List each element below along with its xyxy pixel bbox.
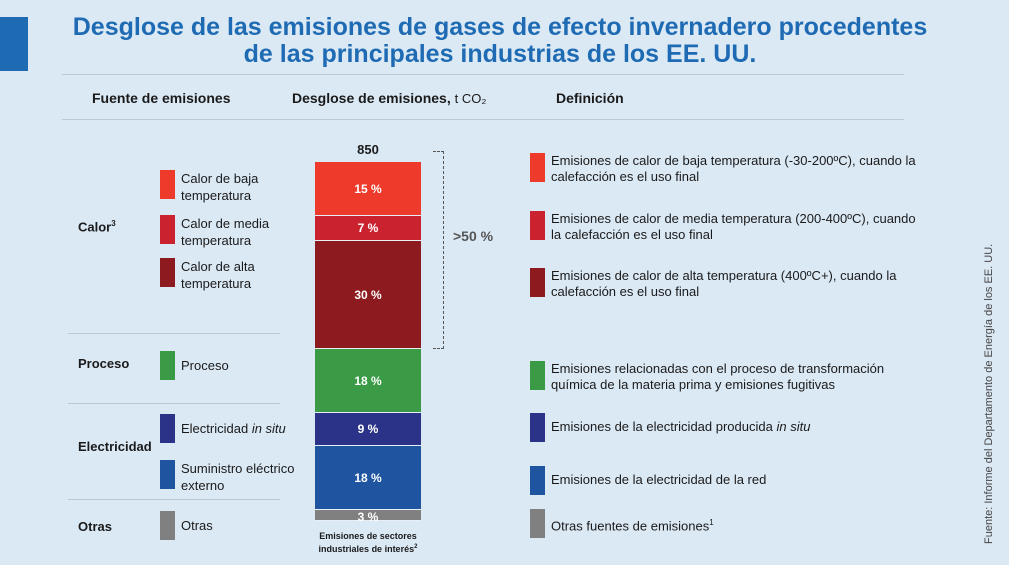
bar-segment-label: 15 % bbox=[354, 181, 382, 196]
legend-label: Calor de media temperatura bbox=[181, 216, 270, 248]
bar-segment: 3 % bbox=[315, 510, 421, 525]
bracket-annotation: >50 % bbox=[453, 228, 494, 244]
dashed-bracket bbox=[433, 151, 444, 349]
header-top-rule bbox=[62, 74, 904, 75]
bar-segment: 18 % bbox=[315, 445, 421, 511]
header-definition: Definición bbox=[556, 90, 624, 106]
bar-segment: 18 % bbox=[315, 348, 421, 414]
bar-total: 850 bbox=[357, 142, 379, 157]
accent-bar bbox=[0, 17, 28, 71]
bar-caption-text: Emisiones de sectores industriales de in… bbox=[318, 531, 417, 554]
definition-text-main: Otras fuentes de emisiones bbox=[551, 518, 710, 534]
category-electricity: Electricidad bbox=[78, 439, 152, 454]
definition-swatch bbox=[530, 361, 545, 390]
definition-text: Emisiones de calor de alta temperatura (… bbox=[551, 268, 897, 299]
legend-label-text: Electricidad bbox=[181, 421, 252, 436]
header-bottom-rule bbox=[62, 119, 904, 120]
bar-segment-label: 9 % bbox=[357, 422, 379, 437]
definition-swatch bbox=[530, 509, 545, 538]
definition-text: Emisiones de calor de baja temperatura (… bbox=[551, 153, 916, 184]
category-heat-note: 3 bbox=[111, 219, 116, 228]
bar-segment-label: 30 % bbox=[354, 287, 382, 302]
legend-swatch bbox=[160, 351, 175, 380]
header-source: Fuente de emisiones bbox=[92, 90, 231, 106]
header-breakdown: Desglose de emisiones, t CO₂ bbox=[292, 90, 486, 106]
title-line-2: de las principales industrias de los EE.… bbox=[243, 40, 757, 68]
category-divider bbox=[68, 403, 280, 404]
legend-swatch bbox=[160, 414, 175, 443]
definition-swatch bbox=[530, 211, 545, 240]
bar-segment: 15 % bbox=[315, 162, 421, 216]
definition-text: Emisiones de la electricidad producida i… bbox=[551, 419, 921, 435]
bar-segment-label: 18 % bbox=[354, 373, 382, 388]
source-note: Fuente: Informe del Departamento de Ener… bbox=[983, 243, 995, 544]
legend-label: Suministro eléctrico externo bbox=[181, 461, 295, 493]
definition-text: Otras fuentes de emisiones1 bbox=[551, 515, 921, 534]
legend-label: Electricidad in situ bbox=[181, 420, 311, 437]
header-breakdown-text: Desglose de emisiones, bbox=[292, 90, 451, 106]
legend-swatch bbox=[160, 460, 175, 489]
definition-text-emphasis: in situ bbox=[776, 419, 811, 434]
category-divider bbox=[68, 333, 280, 334]
title-line-1: Desglose de las emisiones de gases de ef… bbox=[72, 13, 928, 41]
definition-swatch bbox=[530, 268, 545, 297]
legend-swatch bbox=[160, 511, 175, 540]
bar-segment: 7 % bbox=[315, 215, 421, 241]
legend-swatch bbox=[160, 215, 175, 244]
legend-label-emphasis: in situ bbox=[251, 421, 286, 436]
header-breakdown-unit: t CO₂ bbox=[454, 91, 487, 106]
category-heat-label: Calor bbox=[78, 219, 112, 235]
legend-label: Calor de alta temperatura bbox=[181, 259, 255, 291]
definition-swatch bbox=[530, 153, 545, 182]
bar-segment-label: 3 % bbox=[357, 510, 379, 525]
definition-text-main: Emisiones de la electricidad producida bbox=[551, 419, 777, 434]
category-other: Otras bbox=[78, 519, 112, 534]
definition-text: Emisiones relacionadas con el proceso de… bbox=[551, 361, 885, 392]
bar-segment: 30 % bbox=[315, 240, 421, 349]
bar-segment-label: 7 % bbox=[357, 221, 379, 236]
chart-title: Desglose de las emisiones de gases de ef… bbox=[60, 14, 940, 68]
category-process: Proceso bbox=[78, 356, 130, 371]
bar-caption-note: 2 bbox=[414, 544, 418, 550]
definition-swatch bbox=[530, 466, 545, 495]
definition-swatch bbox=[530, 413, 545, 442]
bar-segment-label: 18 % bbox=[354, 470, 382, 485]
legend-swatch bbox=[160, 170, 175, 199]
definition-text: Emisiones de calor de media temperatura … bbox=[551, 211, 916, 242]
bar-caption: Emisiones de sectores industriales de in… bbox=[300, 531, 436, 555]
legend-label: Otras bbox=[181, 518, 213, 533]
definition-note: 1 bbox=[709, 518, 714, 527]
legend-swatch bbox=[160, 258, 175, 287]
category-divider bbox=[68, 499, 280, 500]
legend-label: Proceso bbox=[181, 358, 229, 373]
category-heat: Calor3 bbox=[78, 219, 116, 234]
bar-segment: 9 % bbox=[315, 413, 421, 446]
legend-label: Calor de baja temperatura bbox=[181, 171, 259, 203]
definition-text: Emisiones de la electricidad de la red bbox=[551, 472, 767, 487]
